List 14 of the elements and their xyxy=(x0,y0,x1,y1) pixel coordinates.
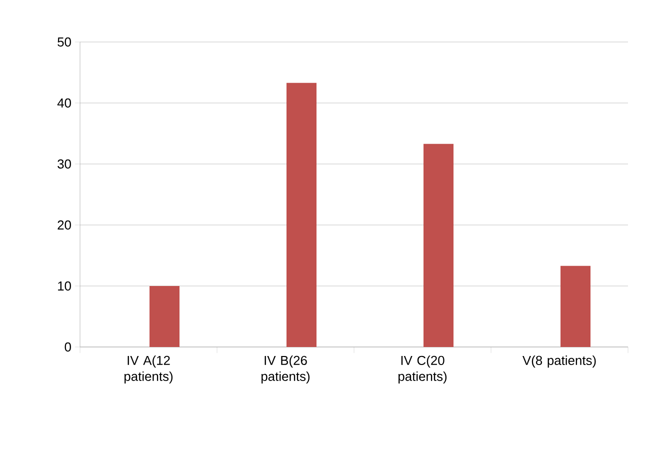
bar xyxy=(424,144,454,347)
x-tick-label: IV B(26 patients) xyxy=(262,356,310,384)
y-tick-label: 30 xyxy=(58,159,71,169)
bar xyxy=(150,286,180,347)
x-tick-label: IV A(12 patients) xyxy=(124,356,173,384)
y-tick-label: 50 xyxy=(58,37,71,47)
y-tick-label: 40 xyxy=(57,98,71,108)
y-tick-label: 0 xyxy=(64,342,71,352)
x-tick-label: V(8 patients) xyxy=(522,356,596,368)
bar xyxy=(286,82,317,347)
y-tick-label: 10 xyxy=(58,281,71,291)
y-tick-label: 20 xyxy=(58,220,71,230)
bar xyxy=(560,266,591,347)
x-tick-label: IV C(20 patients) xyxy=(398,356,447,384)
